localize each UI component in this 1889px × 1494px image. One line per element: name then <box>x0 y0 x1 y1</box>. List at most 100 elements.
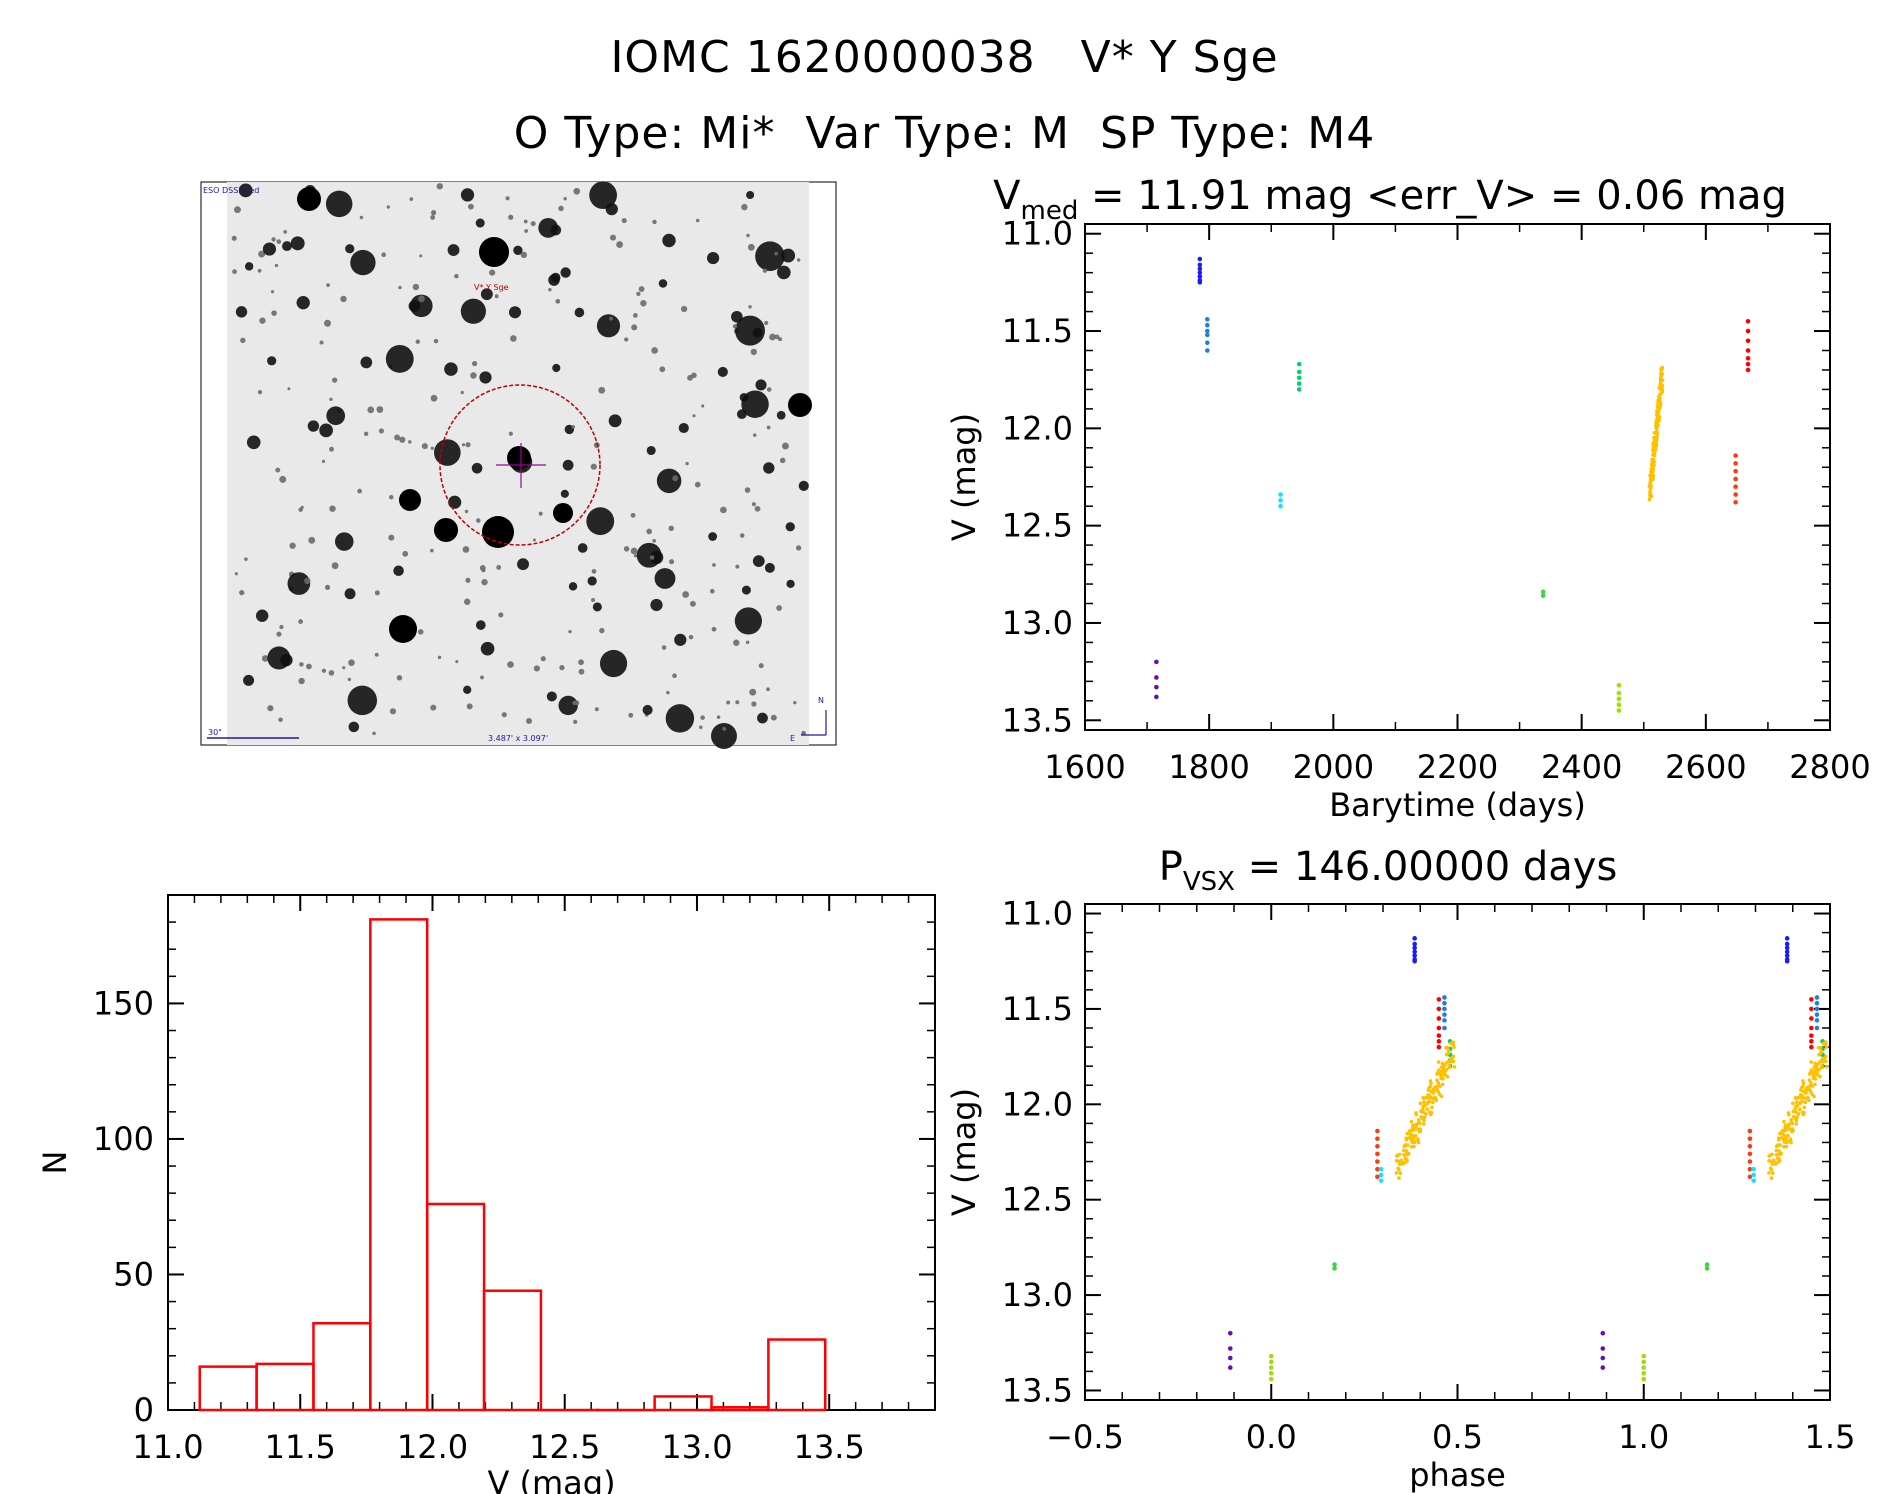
star <box>754 505 761 512</box>
ph-point-epoch-10 <box>1436 1025 1442 1031</box>
star <box>479 371 492 384</box>
ph-point-epoch-8 <box>1813 1082 1817 1087</box>
ph-point-epoch-3 <box>1442 1000 1447 1006</box>
star <box>402 550 409 557</box>
lc-point-epoch-10 <box>1745 367 1751 373</box>
ph-point-epoch-8 <box>1421 1122 1426 1126</box>
star <box>764 562 775 573</box>
lc-xtick-label: 2200 <box>1417 748 1498 786</box>
ph-point-epoch-8 <box>1421 1104 1426 1108</box>
star <box>682 591 690 598</box>
ph-point-epoch-8 <box>1796 1112 1801 1116</box>
lc-point-epoch-2 <box>1197 280 1203 285</box>
star <box>781 248 796 263</box>
star <box>524 229 529 233</box>
ph-point-epoch-9 <box>1747 1159 1753 1164</box>
ph-ylabel: V (mag) <box>945 1088 983 1216</box>
ph-point-epoch-2 <box>1784 953 1790 958</box>
ph-point-epoch-8 <box>1404 1157 1409 1162</box>
lc-point-epoch-3 <box>1205 332 1210 338</box>
lc-point-epoch-9 <box>1733 492 1738 497</box>
star <box>798 480 809 491</box>
star <box>396 675 403 681</box>
lc-point-epoch-9 <box>1733 476 1738 482</box>
lightcurve-title-main: V <box>993 173 1021 219</box>
star <box>769 333 776 341</box>
ph-point-epoch-3 <box>1442 1025 1447 1031</box>
star <box>267 356 277 366</box>
star <box>232 269 237 275</box>
ph-point-epoch-8 <box>1778 1131 1782 1136</box>
lc-point-epoch-5 <box>1296 361 1302 367</box>
star <box>480 288 493 301</box>
ph-point-epoch-10 <box>1809 997 1814 1002</box>
star <box>573 187 581 195</box>
star <box>244 262 254 271</box>
star <box>781 442 789 450</box>
ph-point-epoch-1 <box>1600 1355 1606 1361</box>
star <box>409 197 414 201</box>
lightcurve-panel: Vmed = 11.91 mag <err_V> = 0.06 mag 1600… <box>945 173 1871 824</box>
star <box>751 701 757 707</box>
ph-point-epoch-8 <box>1418 1101 1423 1106</box>
ph-point-epoch-8 <box>1809 1071 1814 1076</box>
star <box>563 197 567 201</box>
star <box>633 554 638 558</box>
star <box>274 263 279 268</box>
ph-point-epoch-10 <box>1809 1025 1814 1031</box>
lc-point-epoch-3 <box>1205 322 1210 328</box>
star <box>642 704 653 715</box>
lightcurve-title: Vmed = 11.91 mag <err_V> = 0.06 mag <box>993 173 1787 226</box>
ph-point-epoch-8 <box>1397 1176 1401 1180</box>
ph-point-epoch-4 <box>1751 1172 1756 1178</box>
star <box>296 295 310 310</box>
star <box>646 528 653 535</box>
ph-point-epoch-1 <box>1227 1355 1233 1361</box>
ph-point-epoch-8 <box>1397 1152 1402 1157</box>
lc-ylabel: V (mag) <box>945 413 983 541</box>
bright-star <box>389 615 417 643</box>
star <box>650 598 663 612</box>
ph-point-epoch-8 <box>1770 1162 1775 1167</box>
ph-point-epoch-9 <box>1375 1136 1380 1141</box>
star <box>777 265 791 280</box>
ph-point-epoch-8 <box>1402 1144 1407 1149</box>
star <box>711 626 717 632</box>
star <box>388 534 395 541</box>
lc-point-epoch-8 <box>1654 443 1658 448</box>
ph-point-epoch-10 <box>1436 997 1442 1002</box>
star <box>255 609 269 622</box>
ph-point-epoch-8 <box>1786 1133 1790 1138</box>
ph-point-epoch-8 <box>1798 1101 1803 1105</box>
star <box>298 507 303 512</box>
lc-ytick-label: 12.5 <box>1002 507 1073 545</box>
lc-point-epoch-3 <box>1205 348 1210 353</box>
lc-point-epoch-10 <box>1745 355 1751 361</box>
lc-point-epoch-3 <box>1205 317 1210 322</box>
lc-point-epoch-9 <box>1733 461 1738 466</box>
ph-point-epoch-8 <box>1796 1095 1801 1100</box>
star <box>259 317 266 324</box>
star <box>669 559 675 565</box>
star <box>461 443 466 447</box>
ph-point-epoch-8 <box>1782 1119 1786 1124</box>
star <box>552 363 561 373</box>
star <box>342 666 346 670</box>
star <box>257 390 263 395</box>
star <box>786 579 795 588</box>
star <box>672 475 679 482</box>
ph-point-epoch-8 <box>1440 1076 1444 1081</box>
lc-point-epoch-8 <box>1657 414 1662 419</box>
ph-point-epoch-8 <box>1445 1060 1450 1064</box>
star <box>393 565 404 576</box>
ph-plot-frame <box>1084 903 1831 1401</box>
star <box>234 572 238 576</box>
star <box>437 655 442 660</box>
star <box>638 286 645 292</box>
ph-point-epoch-8 <box>1440 1082 1445 1087</box>
star <box>480 675 484 680</box>
star <box>434 439 461 466</box>
star <box>562 459 574 471</box>
hist-xlabel: V (mag) <box>487 1464 615 1494</box>
lc-point-epoch-10 <box>1745 328 1751 334</box>
